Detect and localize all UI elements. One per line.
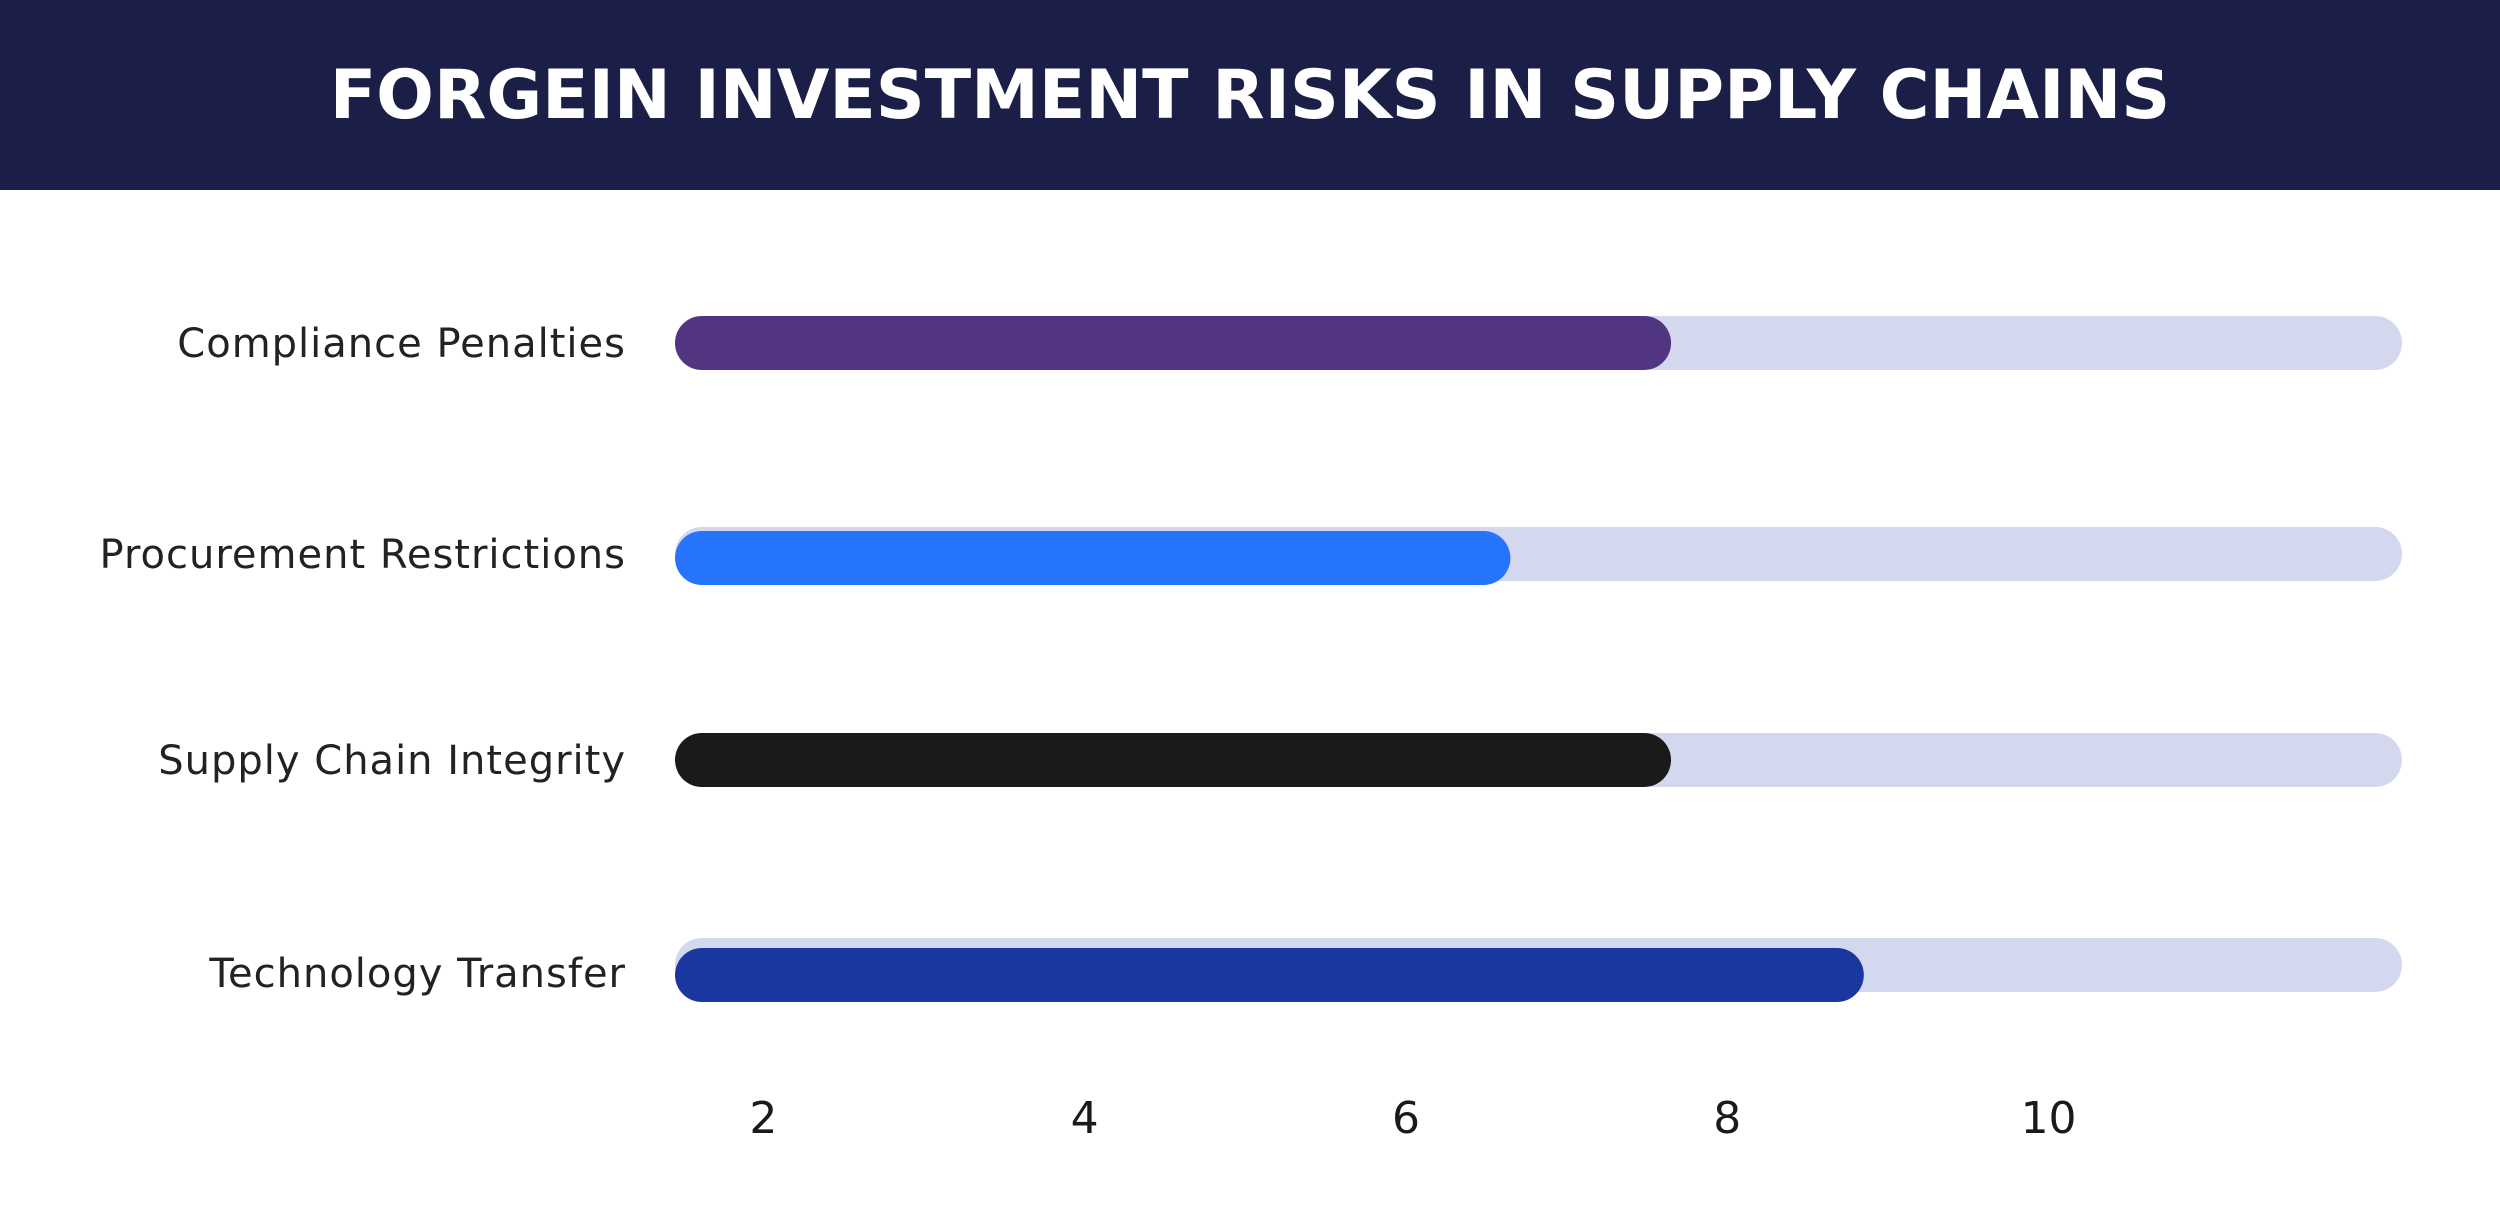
bar xyxy=(675,531,1511,585)
x-tick-label: 8 xyxy=(1713,1093,1741,1144)
chart-title: FORGEIN INVESTMENT RISKS IN SUPPLY CHAIN… xyxy=(329,55,2171,135)
x-tick-label: 6 xyxy=(1392,1093,1420,1144)
bar xyxy=(675,948,1864,1002)
x-tick-label: 2 xyxy=(749,1093,777,1144)
x-tick-label: 10 xyxy=(2021,1093,2077,1144)
bar-chart: Compliance Penalties Procurement Restrict… xyxy=(100,316,2402,1144)
x-axis-ticks: 2 4 6 8 10 xyxy=(749,1093,2076,1144)
bars-layer xyxy=(675,316,2402,1002)
category-label: Compliance Penalties xyxy=(177,321,626,367)
title-bar: FORGEIN INVESTMENT RISKS IN SUPPLY CHAIN… xyxy=(0,0,2500,190)
category-label: Technology Transfer xyxy=(208,951,626,997)
category-labels: Compliance Penalties Procurement Restrict… xyxy=(100,321,626,997)
category-label: Procurement Restrictions xyxy=(100,532,626,578)
bar xyxy=(675,316,1672,370)
x-tick-label: 4 xyxy=(1071,1093,1099,1144)
bar xyxy=(675,733,1672,787)
category-label: Supply Chain Integrity xyxy=(158,738,626,784)
